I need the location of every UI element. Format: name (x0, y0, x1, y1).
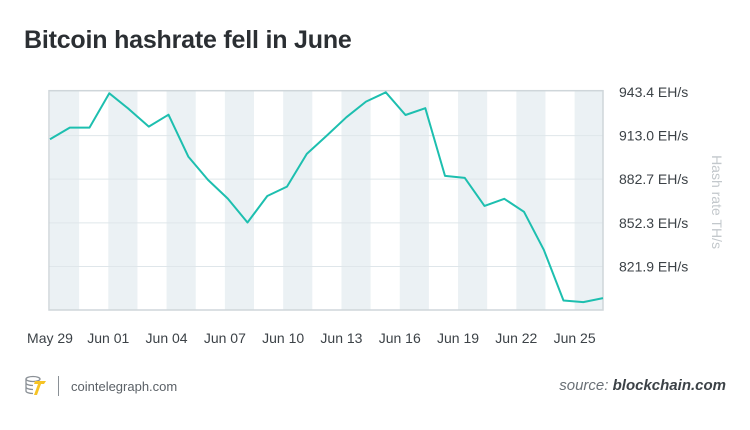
band (574, 90, 603, 310)
y-tick-label: 882.7 EH/s (619, 171, 688, 187)
x-tick-labels: May 29 Jun 01 Jun 04 Jun 07 Jun 10 Jun 13 Jun … (27, 330, 596, 346)
source-name: blockchain.com (612, 377, 726, 394)
x-tick-label: Jun 22 (495, 330, 537, 346)
band (341, 90, 371, 310)
x-tick-label: Jun 10 (262, 330, 304, 346)
y-tick-label: 943.4 EH/s (619, 84, 688, 100)
site-name: cointelegraph.com (71, 378, 178, 394)
band (458, 90, 488, 310)
y-tick-label: 821.9 EH/s (619, 258, 688, 274)
band (108, 90, 138, 310)
x-tick-label: Jun 01 (87, 330, 129, 346)
y-tick-labels: 943.4 EH/s 913.0 EH/s 882.7 EH/s 852.3 EH/s… (619, 84, 688, 274)
band (516, 90, 546, 310)
x-tick-label: Jun 25 (554, 330, 596, 346)
y-tick-label: 913.0 EH/s (619, 128, 688, 144)
line-chart: 943.4 EH/s 913.0 EH/s 882.7 EH/s 852.3 EH/s… (27, 84, 725, 346)
source-credit: source: blockchain.com (559, 377, 726, 394)
x-tick-label: Jun 13 (320, 330, 362, 346)
cointelegraph-logo-icon (25, 375, 46, 395)
band (399, 90, 429, 310)
x-tick-label: Jun 16 (379, 330, 421, 346)
x-tick-label: Jun 04 (146, 330, 188, 346)
hashrate-line (49, 91, 604, 304)
band (166, 90, 196, 310)
y-axis-title: Hash rate TH/s (709, 155, 725, 249)
x-tick-label: Jun 19 (437, 330, 479, 346)
background-bands (50, 90, 603, 310)
brand: cointelegraph.com (24, 375, 177, 397)
band (283, 90, 313, 310)
axes (48, 89, 604, 311)
plot-frame (48, 89, 604, 311)
chart-title: Bitcoin hashrate fell in June (24, 26, 352, 54)
divider (58, 376, 59, 396)
source-prefix: source: (559, 377, 609, 394)
x-tick-label: May 29 (27, 330, 73, 346)
x-tick-label: Jun 07 (204, 330, 246, 346)
band (50, 90, 80, 310)
y-tick-label: 852.3 EH/s (619, 215, 688, 231)
